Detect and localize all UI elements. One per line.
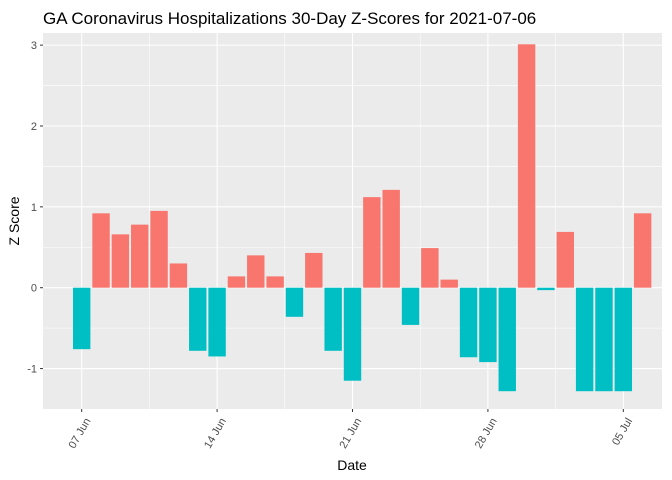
bar [305, 252, 323, 288]
bar [382, 189, 400, 288]
y-axis-title: Z Score [6, 196, 22, 245]
y-tick-label: 1 [31, 202, 37, 214]
bar [247, 255, 265, 288]
bar [131, 224, 149, 288]
bar [517, 44, 536, 288]
chart-title: GA Coronavirus Hospitalizations 30-Day Z… [43, 9, 536, 28]
bar [169, 263, 188, 288]
bar [150, 210, 168, 288]
bar [498, 287, 516, 392]
bar [401, 287, 420, 325]
bar [189, 287, 207, 351]
bar [614, 287, 633, 392]
x-axis-title: Date [337, 457, 367, 473]
x-tick-label: 21 Jun [337, 416, 364, 451]
bar [421, 248, 439, 288]
x-axis: 07 Jun 14 Jun 21 Jun 28 Jun 05 Jul [67, 409, 635, 451]
y-tick-label: -1 [27, 364, 37, 376]
bar [363, 197, 381, 288]
y-tick-label: 2 [31, 121, 37, 133]
bar [92, 213, 110, 288]
bar [556, 231, 574, 288]
y-axis: -1 0 1 2 3 [27, 40, 43, 376]
bar [111, 234, 130, 288]
x-tick-label: 14 Jun [202, 416, 229, 451]
bar [633, 213, 652, 288]
bar [208, 287, 226, 357]
bar [479, 287, 497, 363]
bar [266, 276, 284, 288]
y-tick-label: 0 [31, 283, 37, 295]
bar [575, 287, 594, 392]
y-tick-label: 3 [31, 40, 37, 52]
bar [537, 287, 555, 291]
bar [459, 287, 478, 358]
bar [324, 287, 342, 351]
bar [343, 287, 362, 381]
x-tick-label: 28 Jun [473, 416, 500, 451]
bar [285, 287, 304, 317]
bar [227, 276, 246, 288]
bar [595, 287, 613, 392]
x-tick-label: 05 Jul [610, 416, 635, 447]
bars [72, 44, 652, 392]
bar [72, 287, 91, 350]
x-tick-label: 07 Jun [67, 416, 94, 451]
bar [440, 279, 458, 288]
